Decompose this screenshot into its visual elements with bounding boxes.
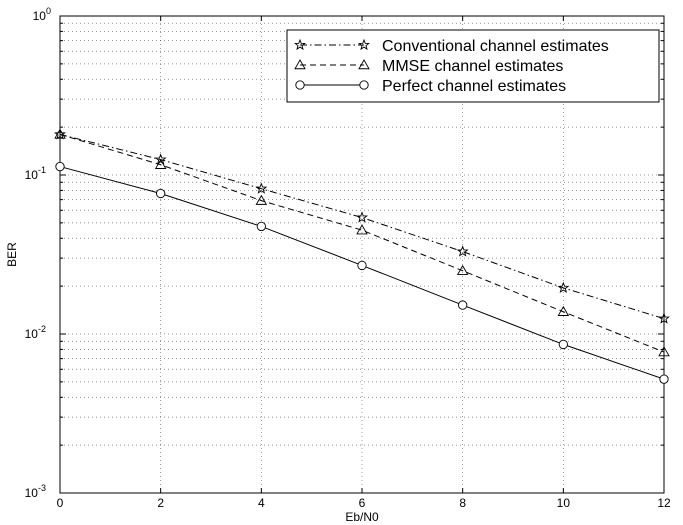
x-axis-label: Eb/N0: [345, 510, 379, 524]
data-point-triangle: [54, 128, 66, 139]
data-point-triangle: [658, 346, 670, 357]
data-point-star: [356, 211, 368, 223]
legend-label: MMSE channel estimates: [382, 58, 563, 75]
legend-entry: MMSE channel estimates: [294, 58, 563, 75]
y-axis-label: BER: [5, 242, 19, 267]
data-point-circle: [357, 260, 367, 271]
data-point-circle: [558, 339, 568, 350]
data-point-circle: [156, 188, 166, 199]
data-point-star: [456, 245, 469, 257]
data-point-star: [557, 281, 570, 293]
series-circle: [55, 161, 669, 384]
data-point-star: [154, 153, 167, 165]
data-point-triangle: [356, 224, 368, 235]
y-tick-label: 100: [33, 6, 51, 23]
data-point-circle: [256, 221, 266, 232]
data-point-circle: [458, 300, 468, 310]
legend-entry: Conventional channel estimates: [294, 38, 609, 55]
legend-marker-circle: [359, 80, 369, 90]
data-point-triangle: [456, 264, 469, 275]
legend-box: [286, 29, 660, 103]
y-tick-label: 10-1: [25, 165, 46, 182]
data-point-star: [54, 128, 66, 140]
data-point-triangle: [255, 194, 268, 205]
x-tick-label: 2: [157, 496, 164, 510]
y-tick-label: 10-3: [25, 483, 46, 500]
data-point-star: [255, 182, 268, 194]
data-point-triangle: [557, 305, 570, 316]
legend-marker-triangle: [294, 59, 306, 70]
y-tick-label: 10-2: [25, 324, 46, 341]
data-point-circle: [659, 374, 669, 384]
x-tick-label: 8: [459, 496, 466, 510]
x-tick-label: 10: [557, 496, 571, 510]
axis-ticks: 0 2 4 6 8 10 12 100 10-1 10-2 10-3: [25, 6, 671, 510]
data-point-star: [658, 312, 670, 324]
series-group: [54, 128, 670, 384]
legend-label: Conventional channel estimates: [382, 38, 609, 55]
x-tick-label: 4: [258, 496, 265, 510]
x-tick-label: 0: [57, 496, 64, 510]
series-line: [59, 133, 665, 353]
legend-label: Perfect channel estimates: [382, 78, 566, 95]
data-point-triangle: [154, 158, 167, 169]
x-tick-label: 6: [359, 496, 366, 510]
legend-marker-triangle: [358, 59, 370, 70]
legend: Conventional channel estimates MMSE chann…: [286, 29, 660, 103]
legend-marker-star: [358, 38, 370, 51]
legend-marker-circle: [295, 80, 305, 90]
legend-entry: Perfect channel estimates: [295, 78, 566, 95]
legend-marker-star: [294, 38, 306, 51]
x-tick-label: 12: [657, 496, 671, 510]
series-triangle: [54, 128, 670, 357]
data-point-circle: [55, 161, 65, 172]
